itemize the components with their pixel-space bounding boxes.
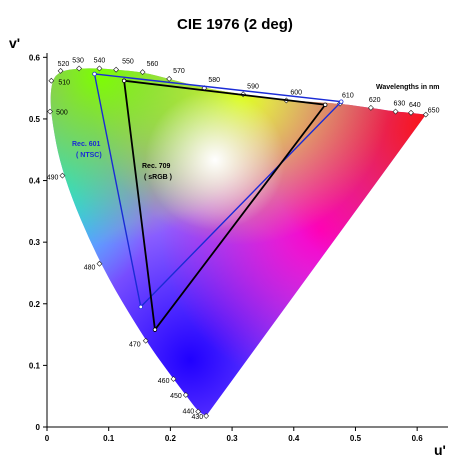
x-tick-label: 0.4 xyxy=(288,434,300,443)
wavelength-label: 580 xyxy=(208,77,220,84)
wavelength-label: 610 xyxy=(342,93,354,100)
wavelength-label: 590 xyxy=(247,83,259,90)
wavelength-label: 550 xyxy=(122,59,134,66)
wavelength-label: 490 xyxy=(47,175,59,182)
rec601-vertex xyxy=(138,304,143,310)
wavelength-label: 540 xyxy=(94,57,106,64)
wavelength-marker xyxy=(367,104,374,111)
y-tick-label: 0.2 xyxy=(29,300,41,309)
wavelength-label: 510 xyxy=(58,80,70,87)
wavelength-label: 500 xyxy=(56,110,68,117)
wavelength-label: 650 xyxy=(428,108,440,115)
wavelength-label: 450 xyxy=(170,393,182,400)
wavelength-marker xyxy=(182,392,189,398)
wavelength-label: 430 xyxy=(191,414,203,421)
rec601-label: Rec. 601 ( NTSC) xyxy=(72,141,102,159)
x-axis-label: u' xyxy=(434,442,446,458)
wavelength-label: 470 xyxy=(129,342,141,349)
wavelength-note: Wavelengths in nm xyxy=(376,84,440,91)
rec709-vertex xyxy=(121,78,127,83)
y-tick-label: 0.4 xyxy=(29,177,41,186)
wavelength-marker xyxy=(57,67,64,74)
wavelength-marker xyxy=(195,408,202,415)
wavelength-marker xyxy=(113,66,120,73)
rec601-triangle xyxy=(93,73,343,309)
x-tick-label: 0.1 xyxy=(103,434,115,443)
wavelength-label: 630 xyxy=(394,101,406,108)
wavelength-marker xyxy=(59,172,66,179)
rec709-vertex xyxy=(152,327,158,332)
y-tick-label: 0 xyxy=(36,423,41,432)
wavelength-marker xyxy=(47,108,54,115)
gamut-triangles xyxy=(92,71,344,332)
rec601-vertex xyxy=(339,99,344,104)
x-tick-label: 0 xyxy=(45,434,50,443)
rec709-label: Rec. 709 ( sRGB ) xyxy=(142,163,172,181)
wavelength-label: 460 xyxy=(158,378,170,385)
wavelength-label: 620 xyxy=(369,97,381,104)
wavelength-label: 530 xyxy=(72,57,84,64)
rec709-label-line1: Rec. 709 xyxy=(142,163,171,170)
rec601-label-line1: Rec. 601 xyxy=(72,141,101,148)
y-tick-label: 0.1 xyxy=(29,361,41,370)
wavelength-label: 520 xyxy=(58,61,70,68)
chromaticity-fill xyxy=(50,68,426,416)
wavelength-marker xyxy=(96,260,103,267)
wavelength-marker xyxy=(96,65,103,72)
axes xyxy=(46,53,448,428)
x-tick-label: 0.5 xyxy=(350,434,362,443)
rec709-vertex xyxy=(323,102,328,107)
y-axis-label: v' xyxy=(9,35,20,51)
x-tick-label: 0.6 xyxy=(412,434,424,443)
x-tick-label: 0.2 xyxy=(165,434,177,443)
tick-labels: 0 0.1 0.2 0.3 0.4 0.5 0.6 0 0.1 0.2 0.3 0.4 0.5 0.6 xyxy=(29,53,423,443)
wavelength-marker xyxy=(76,65,83,72)
wavelength-label: 440 xyxy=(182,409,194,416)
wavelength-label: 560 xyxy=(147,61,159,68)
rec709-triangle xyxy=(123,79,327,332)
rec709-label-line2: ( sRGB ) xyxy=(144,174,172,181)
y-tick-label: 0.6 xyxy=(29,53,41,62)
wavelength-marker xyxy=(166,75,173,82)
wavelength-label: 640 xyxy=(409,102,421,109)
y-tick-label: 0.5 xyxy=(29,115,41,124)
wavelength-label: 600 xyxy=(290,89,302,96)
wavelength-marker xyxy=(392,108,399,115)
y-tick-label: 0.3 xyxy=(29,238,41,247)
chart-title: CIE 1976 (2 deg) xyxy=(177,16,293,33)
wavelength-marker xyxy=(142,337,149,344)
wavelength-label: 480 xyxy=(84,265,96,272)
wavelength-label: 570 xyxy=(173,68,185,75)
wavelength-marker xyxy=(422,111,429,118)
wavelength-marker xyxy=(203,412,210,419)
rec601-label-line2: ( NTSC) xyxy=(76,152,102,159)
rec601-vertex xyxy=(92,71,97,77)
wavelength-marker xyxy=(139,69,146,76)
wavelength-marker xyxy=(48,77,55,84)
wavelength-marker xyxy=(408,109,414,116)
wavelength-marker xyxy=(170,376,177,382)
x-tick-label: 0.3 xyxy=(227,434,239,443)
